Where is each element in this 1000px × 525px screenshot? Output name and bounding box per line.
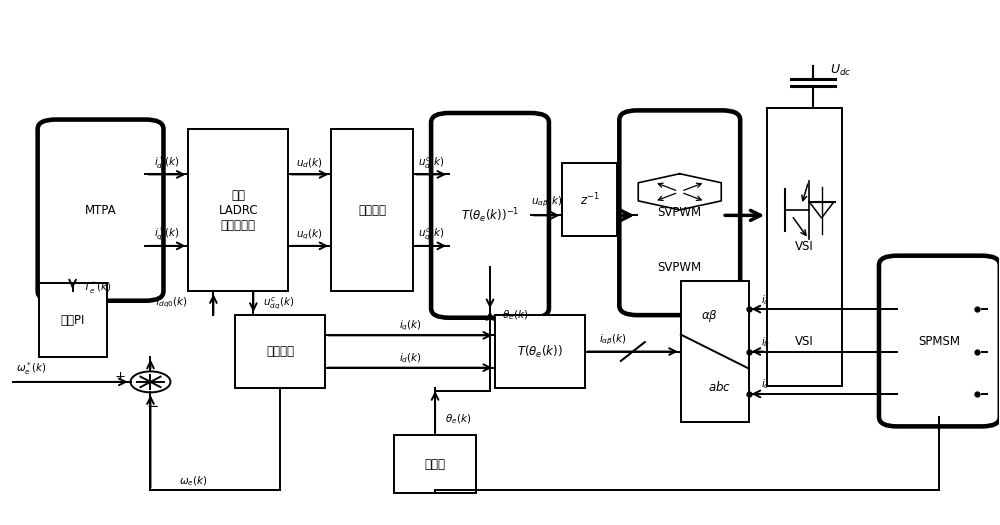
- FancyBboxPatch shape: [879, 256, 1000, 426]
- Bar: [767, 108, 842, 385]
- Text: $T(\theta_e(k))$: $T(\theta_e(k))$: [517, 343, 563, 360]
- Bar: [235, 315, 325, 388]
- Bar: [394, 435, 476, 493]
- Text: $-$: $-$: [146, 396, 159, 412]
- Text: $abc$: $abc$: [708, 380, 731, 394]
- FancyBboxPatch shape: [619, 110, 740, 315]
- Text: $u_d(k)$: $u_d(k)$: [296, 156, 323, 170]
- Text: MTPA: MTPA: [85, 204, 116, 217]
- Text: $u_q^c(k)$: $u_q^c(k)$: [418, 226, 444, 243]
- Text: SVPWM: SVPWM: [658, 206, 702, 219]
- Text: $i_{\alpha\beta}(k)$: $i_{\alpha\beta}(k)$: [599, 333, 627, 347]
- Text: $i_d^*(k)$: $i_d^*(k)$: [154, 154, 180, 171]
- Bar: [495, 315, 585, 388]
- Text: 扰动补偿: 扰动补偿: [266, 345, 294, 358]
- Bar: [188, 129, 288, 291]
- Text: $U_{dc}$: $U_{dc}$: [830, 63, 851, 78]
- Text: $u_{dq}^c(k)$: $u_{dq}^c(k)$: [263, 295, 295, 311]
- Text: $\omega_e(k)$: $\omega_e(k)$: [179, 474, 208, 488]
- Text: $T_e^*(k)$: $T_e^*(k)$: [83, 279, 112, 296]
- Text: $T(\theta_e(k))^{-1}$: $T(\theta_e(k))^{-1}$: [461, 206, 519, 225]
- Text: $f_{dq0}(k)$: $f_{dq0}(k)$: [155, 296, 188, 310]
- Text: 编码器: 编码器: [425, 458, 446, 470]
- Bar: [331, 129, 413, 291]
- Text: $i_q^*(k)$: $i_q^*(k)$: [154, 226, 180, 243]
- Bar: [39, 284, 107, 357]
- Text: $i_b$: $i_b$: [761, 335, 770, 349]
- Text: $\theta_e(k)$: $\theta_e(k)$: [445, 413, 471, 426]
- Text: $u_d^c(k)$: $u_d^c(k)$: [418, 155, 444, 171]
- FancyBboxPatch shape: [431, 113, 549, 318]
- Text: $\theta_e(k)$: $\theta_e(k)$: [502, 308, 528, 322]
- Text: $i_c$: $i_c$: [761, 377, 769, 392]
- Text: $\alpha\beta$: $\alpha\beta$: [701, 308, 718, 324]
- Text: 离散PI: 离散PI: [60, 313, 85, 327]
- Bar: [681, 281, 749, 422]
- Text: $i_d(k)$: $i_d(k)$: [399, 351, 422, 365]
- FancyBboxPatch shape: [38, 120, 163, 301]
- Text: SPMSM: SPMSM: [918, 334, 960, 348]
- Text: +: +: [115, 370, 126, 383]
- Text: $z^{-1}$: $z^{-1}$: [580, 192, 600, 208]
- Text: $u_q(k)$: $u_q(k)$: [296, 227, 323, 242]
- Text: 离散
LADRC
电流控制器: 离散 LADRC 电流控制器: [219, 188, 258, 232]
- Text: VSI: VSI: [795, 334, 814, 348]
- Text: VSI: VSI: [795, 240, 814, 253]
- Text: SVPWM: SVPWM: [658, 261, 702, 274]
- Bar: [562, 163, 617, 236]
- Text: $u_{\alpha\beta}(k)$: $u_{\alpha\beta}(k)$: [531, 195, 562, 209]
- Text: $i_a$: $i_a$: [761, 293, 769, 307]
- Text: 延迟补偿: 延迟补偿: [358, 204, 386, 217]
- Text: $\omega_e^*(k)$: $\omega_e^*(k)$: [16, 360, 47, 377]
- Text: $i_q(k)$: $i_q(k)$: [399, 319, 422, 333]
